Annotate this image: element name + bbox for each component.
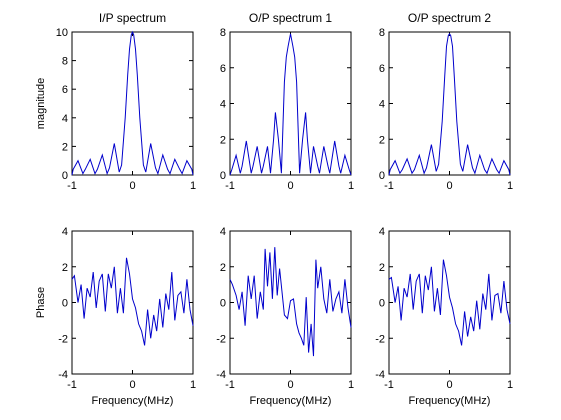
y-axis-label: Phase (35, 287, 47, 318)
x-tick-label: 1 (348, 379, 354, 391)
y-tick-label: 2 (379, 262, 385, 274)
y-tick-label: 4 (379, 226, 385, 238)
y-tick-label: 10 (56, 27, 68, 39)
series-line (71, 30, 194, 176)
y-tick-label: 8 (220, 27, 226, 39)
y-tick-label: -2 (375, 333, 385, 345)
y-tick-label: 8 (62, 56, 68, 68)
x-axis-label: Frequency(MHz) (92, 395, 174, 407)
y-tick-label: 2 (220, 262, 226, 274)
subplot-6: -4 -2 0 2 4 -1 0 1 Frequency(MHz) (375, 226, 513, 407)
y-axis-label: magnitude (35, 78, 47, 129)
y-tick-label: 0 (62, 298, 68, 310)
y-tick-label: -4 (216, 369, 226, 381)
x-tick-label: 0 (446, 379, 452, 391)
x-tick-label: 0 (287, 379, 293, 391)
x-axis-label: Frequency(MHz) (409, 395, 491, 407)
y-tick-label: 2 (62, 262, 68, 274)
series-line (388, 32, 511, 176)
plot-area (71, 31, 194, 176)
y-tick-label: 6 (220, 63, 226, 75)
y-tick-label: 2 (379, 134, 385, 146)
plot-area (388, 31, 511, 176)
y-tick-label: 4 (379, 99, 385, 111)
x-tick-label: -1 (67, 180, 77, 192)
y-tick-label: -4 (58, 369, 68, 381)
x-tick-label: -1 (225, 180, 235, 192)
y-tick-label: 0 (220, 170, 226, 182)
y-tick-label: 4 (220, 226, 226, 238)
series-line (229, 247, 352, 357)
plot-title: O/P spectrum 1 (249, 11, 332, 25)
y-tick-label: 8 (379, 27, 385, 39)
y-tick-label: 4 (220, 99, 226, 111)
x-axis-label: Frequency(MHz) (250, 395, 332, 407)
x-tick-label: 0 (446, 180, 452, 192)
x-tick-label: -1 (384, 379, 394, 391)
y-tick-label: 6 (379, 63, 385, 75)
y-tick-label: 2 (62, 141, 68, 153)
y-tick-label: 4 (62, 113, 68, 125)
y-tick-label: -4 (375, 369, 385, 381)
plot-title: I/P spectrum (99, 11, 166, 25)
x-tick-label: 1 (507, 180, 513, 192)
plot-area (388, 230, 511, 375)
y-tick-label: 6 (62, 84, 68, 96)
y-tick-label: 0 (220, 298, 226, 310)
x-tick-label: 0 (129, 379, 135, 391)
plot-area (71, 230, 194, 375)
x-tick-label: 0 (287, 180, 293, 192)
x-tick-label: 0 (129, 180, 135, 192)
x-tick-label: 1 (190, 180, 196, 192)
x-tick-label: 1 (190, 379, 196, 391)
x-tick-label: -1 (384, 180, 394, 192)
series-line (388, 259, 511, 346)
x-tick-label: 1 (507, 379, 513, 391)
x-tick-label: -1 (67, 379, 77, 391)
series-line (229, 33, 352, 176)
plot-title: O/P spectrum 2 (408, 11, 491, 25)
y-tick-label: 0 (379, 298, 385, 310)
y-tick-label: 0 (379, 170, 385, 182)
y-tick-label: 2 (220, 134, 226, 146)
series-line (71, 257, 194, 346)
y-tick-label: 0 (62, 170, 68, 182)
x-tick-label: 1 (348, 180, 354, 192)
subplot-5: -4 -2 0 2 4 -1 0 1 Frequency(MHz) (216, 226, 354, 407)
x-tick-label: -1 (225, 379, 235, 391)
y-tick-label: -2 (58, 333, 68, 345)
subplot-4: -4 -2 0 2 4 -1 0 1 Frequency(MHz) Phase (35, 226, 196, 407)
y-tick-label: 4 (62, 226, 68, 238)
y-tick-label: -2 (216, 333, 226, 345)
